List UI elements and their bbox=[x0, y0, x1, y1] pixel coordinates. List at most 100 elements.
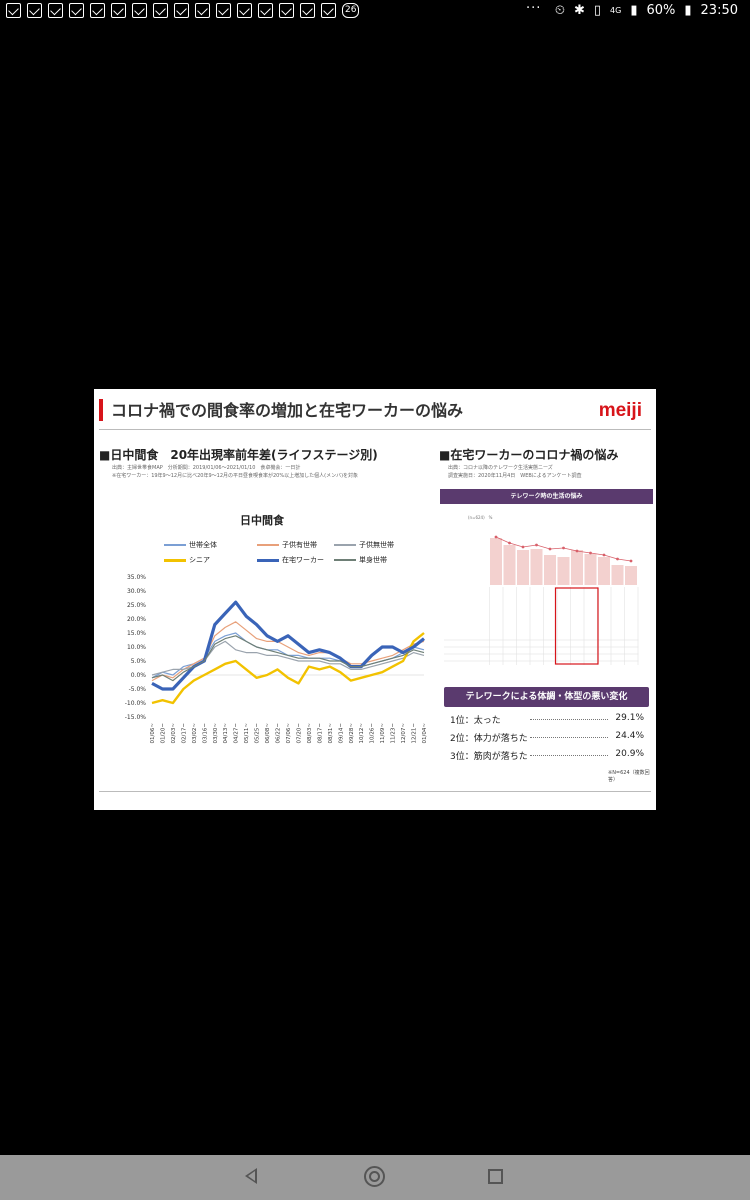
leader-dots bbox=[530, 755, 608, 756]
mini-point bbox=[602, 553, 606, 557]
mail-icon bbox=[27, 3, 42, 18]
mini-point bbox=[575, 549, 579, 553]
legend-label: 世帯全体 bbox=[189, 541, 217, 549]
meiji-logo: meiji bbox=[598, 400, 642, 421]
title-divider bbox=[99, 429, 651, 430]
battery-percent: 60% bbox=[646, 3, 676, 18]
y-tick-label: 5.0% bbox=[131, 658, 147, 665]
mini-bar bbox=[544, 555, 556, 585]
rank-value: 24.4% bbox=[615, 731, 644, 741]
right-source-line2: 調査実施日：2020年11月4日 WEBによるアンケート調査 bbox=[448, 473, 582, 479]
highlight-box bbox=[554, 587, 599, 665]
mail-icon bbox=[69, 3, 84, 18]
x-tick-label: 09/14~ bbox=[338, 723, 344, 744]
x-tick-label: 06/22~ bbox=[276, 723, 282, 744]
right-source-line1: 出典：コロナ以降のテレワーク生活実態ニーズ bbox=[448, 465, 553, 471]
mini-bar bbox=[625, 566, 637, 585]
x-tick-label: 11/09~ bbox=[380, 723, 386, 744]
mini-bar bbox=[571, 550, 583, 585]
x-tick-label: 01/20~ bbox=[160, 723, 166, 744]
right-section-heading: ■在宅ワーカーのコロナ禍の悩み bbox=[439, 448, 619, 462]
series-line bbox=[151, 600, 425, 691]
x-tick-label: 08/17~ bbox=[317, 723, 323, 744]
rank-banner: テレワークによる体調・体型の悪い変化 bbox=[444, 687, 649, 707]
bottom-divider bbox=[99, 791, 651, 792]
x-tick-label: 12/07~ bbox=[401, 723, 407, 744]
mail-icon bbox=[153, 3, 168, 18]
x-tick-label: 07/20~ bbox=[296, 723, 302, 744]
y-tick-label: 25.0% bbox=[127, 602, 146, 609]
mail-icon bbox=[111, 3, 126, 18]
recent-apps-icon[interactable] bbox=[488, 1169, 503, 1184]
legend-item: 子供無世帯 bbox=[334, 540, 394, 550]
x-tick-label: 06/08~ bbox=[265, 723, 271, 744]
x-tick-label: 03/16~ bbox=[202, 723, 208, 744]
leader-dots bbox=[530, 719, 608, 720]
system-icons: ⏲ ✱ ▯ 4G ▮ 60% ▮ 23:50 bbox=[555, 3, 738, 18]
mini-bar bbox=[598, 557, 610, 585]
y-tick-label: -5.0% bbox=[129, 686, 147, 693]
y-tick-label: -10.0% bbox=[125, 700, 147, 707]
vibrate-icon: ▯ bbox=[593, 3, 602, 18]
x-tick-label: 04/13~ bbox=[223, 723, 229, 744]
signal-icon: ▮ bbox=[630, 3, 638, 18]
y-tick-label: 35.0% bbox=[127, 574, 146, 581]
y-tick-label: 20.0% bbox=[127, 616, 146, 623]
y-tick-label: -15.0% bbox=[125, 714, 147, 721]
mini-bar bbox=[611, 565, 624, 585]
legend-item: 在宅ワーカー bbox=[257, 555, 324, 565]
mini-bar bbox=[503, 545, 516, 585]
series-line bbox=[151, 632, 425, 705]
mini-chart-unit: (n=624) % bbox=[468, 515, 493, 520]
x-tick-label: 10/12~ bbox=[359, 723, 365, 744]
x-tick-label: 10/26~ bbox=[370, 723, 376, 744]
legend-label: シニア bbox=[189, 556, 210, 564]
x-tick-label: 05/25~ bbox=[255, 723, 261, 744]
mini-point bbox=[548, 547, 552, 551]
mail-icon bbox=[279, 3, 294, 18]
rank-label: 1位：太った bbox=[450, 716, 501, 726]
x-tick-label: 08/31~ bbox=[328, 723, 334, 744]
legend-label: 単身世帯 bbox=[359, 556, 387, 564]
legend-item: 子供有世帯 bbox=[257, 540, 317, 550]
network-type: 4G bbox=[610, 6, 622, 15]
mail-icon bbox=[6, 3, 21, 18]
x-tick-label: 01/06~ bbox=[150, 723, 156, 744]
line-chart: 35.0% 30.0% 25.0% 20.0% 15.0% 10.0% 5.0% 0.0% -5… bbox=[125, 574, 428, 744]
navigation-bar bbox=[0, 1155, 750, 1200]
status-bar: 26 ··· ⏲ ✱ ▯ 4G ▮ 60% ▮ 23:50 bbox=[0, 0, 750, 24]
rank-value: 29.1% bbox=[615, 713, 644, 723]
mail-icon bbox=[48, 3, 63, 18]
y-tick-label: 15.0% bbox=[127, 630, 146, 637]
legend-label: 子供無世帯 bbox=[359, 541, 394, 549]
y-tick-label: 0.0% bbox=[131, 672, 147, 679]
legend-swatch bbox=[334, 559, 356, 561]
mini-point bbox=[616, 557, 619, 561]
more-notifications-indicator: ··· bbox=[526, 1, 542, 16]
legend-swatch bbox=[257, 558, 279, 562]
series-line bbox=[151, 621, 425, 682]
legend-item: 世帯全体 bbox=[164, 540, 217, 550]
mini-bar bbox=[517, 550, 529, 585]
alarm-icon: ⏲ bbox=[554, 3, 565, 18]
x-tick-label: 07/06~ bbox=[286, 723, 292, 744]
x-tick-label: 11/23~ bbox=[391, 723, 397, 744]
concerns-banner: テレワーク時の生活の悩み bbox=[440, 489, 653, 504]
back-icon[interactable] bbox=[245, 1168, 257, 1184]
mini-point bbox=[535, 543, 538, 547]
x-tick-label: 03/30~ bbox=[213, 723, 219, 744]
home-icon[interactable] bbox=[364, 1166, 385, 1187]
y-tick-label: 10.0% bbox=[127, 644, 146, 651]
x-tick-label: 02/17~ bbox=[181, 723, 187, 744]
mini-point bbox=[589, 551, 592, 555]
x-tick-label: 05/11~ bbox=[244, 723, 250, 744]
rank-value: 20.9% bbox=[615, 749, 644, 759]
mail-icon bbox=[300, 3, 315, 18]
concerns-mini-chart: (n=624) % bbox=[444, 515, 639, 665]
mini-point bbox=[629, 559, 633, 563]
x-tick-label: 12/21~ bbox=[412, 723, 418, 744]
bluetooth-icon: ✱ bbox=[573, 3, 585, 18]
mini-bar bbox=[530, 549, 543, 585]
x-tick-label: 09/28~ bbox=[349, 723, 355, 744]
mail-icon bbox=[237, 3, 252, 18]
